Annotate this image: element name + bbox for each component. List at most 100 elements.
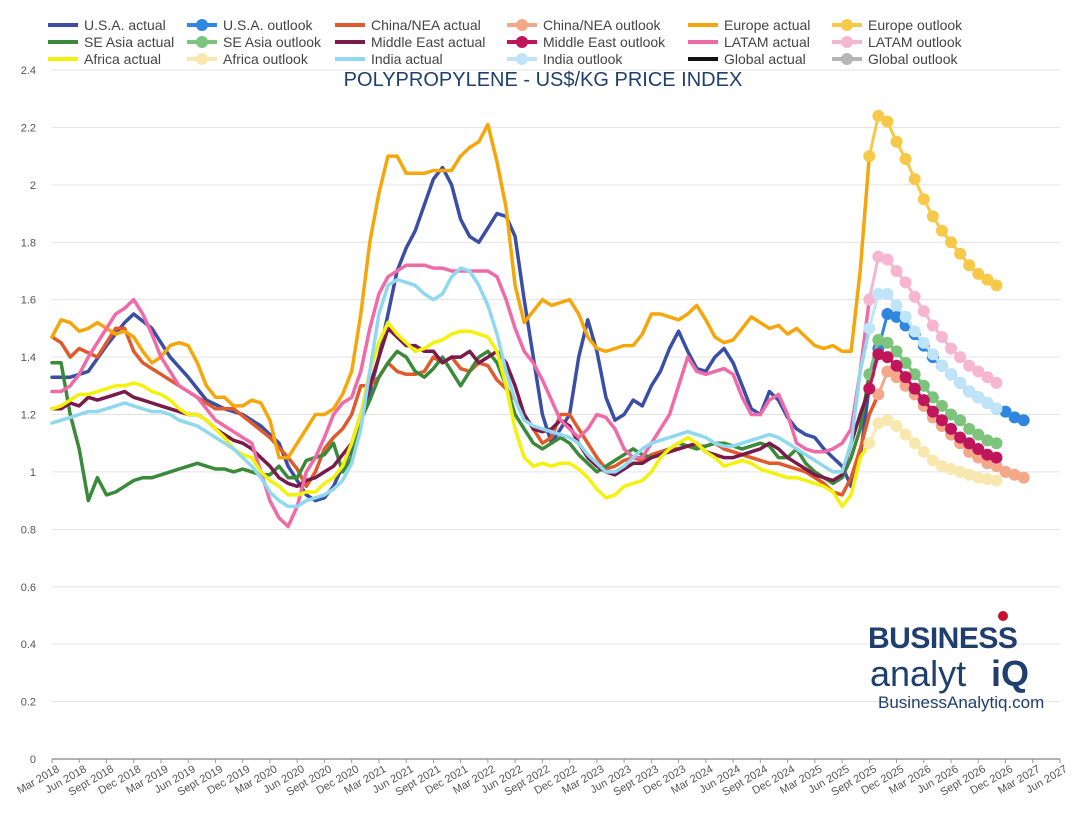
point-india-outlook bbox=[954, 376, 967, 389]
point-europe-outlook bbox=[917, 193, 930, 206]
point-middle-east-outlook bbox=[935, 414, 948, 427]
point-europe-outlook bbox=[972, 267, 985, 280]
point-latam-outlook bbox=[945, 342, 958, 355]
legend-swatch-marker bbox=[196, 36, 208, 48]
point-middle-east-outlook bbox=[908, 382, 921, 395]
point-china-nea-outlook bbox=[990, 460, 1003, 473]
brand-line2: analyt bbox=[870, 653, 966, 694]
point-u-s-a-outlook bbox=[999, 405, 1012, 418]
point-latam-outlook bbox=[935, 330, 948, 343]
point-middle-east-outlook bbox=[899, 371, 912, 384]
point-europe-outlook bbox=[945, 236, 958, 249]
legend-item-latam-outlook[interactable]: LATAM outlook bbox=[832, 34, 963, 50]
point-latam-outlook bbox=[872, 250, 885, 263]
series-line-latam-actual bbox=[50, 263, 872, 529]
legend-swatch-marker bbox=[841, 19, 853, 31]
point-china-nea-outlook bbox=[999, 465, 1012, 478]
legend-label: Europe outlook bbox=[868, 17, 963, 33]
y-tick-label: 1.4 bbox=[21, 352, 36, 364]
legend-item-latam-actual[interactable]: LATAM actual bbox=[688, 34, 810, 50]
series-layer bbox=[50, 109, 1030, 529]
legend-label: U.S.A. actual bbox=[84, 17, 166, 33]
point-se-asia-outlook bbox=[981, 434, 994, 447]
point-middle-east-outlook bbox=[954, 431, 967, 444]
point-africa-outlook bbox=[890, 419, 903, 432]
y-tick-label: 0.6 bbox=[21, 582, 36, 594]
legend-label: SE Asia outlook bbox=[223, 34, 322, 50]
point-europe-outlook bbox=[963, 259, 976, 272]
legend-item-u-s-a-actual[interactable]: U.S.A. actual bbox=[48, 17, 166, 33]
legend-item-africa-outlook[interactable]: Africa outlook bbox=[187, 51, 309, 67]
point-middle-east-outlook bbox=[945, 422, 958, 435]
point-china-nea-outlook bbox=[981, 457, 994, 470]
point-latam-outlook bbox=[863, 293, 876, 306]
point-india-outlook bbox=[935, 359, 948, 372]
point-china-nea-outlook bbox=[1008, 468, 1021, 481]
point-africa-outlook bbox=[954, 465, 967, 478]
legend-swatch-marker bbox=[516, 19, 528, 31]
point-se-asia-outlook bbox=[990, 437, 1003, 450]
legend-item-china-nea-actual[interactable]: China/NEA actual bbox=[335, 17, 481, 33]
point-middle-east-outlook bbox=[926, 405, 939, 418]
point-middle-east-outlook bbox=[981, 448, 994, 461]
legend-item-se-asia-actual[interactable]: SE Asia actual bbox=[48, 34, 174, 50]
point-europe-outlook bbox=[899, 152, 912, 165]
point-india-outlook bbox=[908, 325, 921, 338]
point-middle-east-outlook bbox=[972, 442, 985, 455]
legend-item-global-outlook[interactable]: Global outlook bbox=[832, 51, 959, 67]
point-china-nea-outlook bbox=[963, 445, 976, 458]
legend-item-china-nea-outlook[interactable]: China/NEA outlook bbox=[507, 17, 662, 33]
point-india-outlook bbox=[972, 391, 985, 404]
point-africa-outlook bbox=[899, 428, 912, 441]
legend-label: U.S.A. outlook bbox=[223, 17, 313, 33]
point-africa-outlook bbox=[963, 468, 976, 481]
legend-swatch-marker bbox=[841, 36, 853, 48]
legend-label: SE Asia actual bbox=[84, 34, 174, 50]
y-tick-label: 0 bbox=[30, 754, 36, 766]
y-tick-label: 1.8 bbox=[21, 237, 36, 249]
legend-item-u-s-a-outlook[interactable]: U.S.A. outlook bbox=[187, 17, 313, 33]
point-india-outlook bbox=[881, 287, 894, 300]
brand-line1: BUSINESS bbox=[868, 622, 1017, 655]
point-africa-outlook bbox=[926, 454, 939, 467]
y-tick-label: 2 bbox=[30, 180, 36, 192]
legend-item-europe-actual[interactable]: Europe actual bbox=[688, 17, 810, 33]
point-europe-outlook bbox=[990, 279, 1003, 292]
point-europe-outlook bbox=[926, 210, 939, 223]
legend-swatch-marker bbox=[196, 53, 208, 65]
y-tick-label: 1.2 bbox=[21, 410, 36, 422]
legend-item-africa-actual[interactable]: Africa actual bbox=[48, 51, 161, 67]
point-latam-outlook bbox=[954, 351, 967, 364]
point-se-asia-outlook bbox=[899, 356, 912, 369]
point-se-asia-outlook bbox=[890, 345, 903, 358]
legend-item-middle-east-outlook[interactable]: Middle East outlook bbox=[507, 34, 666, 50]
point-se-asia-outlook bbox=[926, 391, 939, 404]
legend-label: LATAM outlook bbox=[868, 34, 963, 50]
y-tick-label: 1 bbox=[30, 467, 36, 479]
point-middle-east-outlook bbox=[881, 351, 894, 364]
legend-item-india-outlook[interactable]: India outlook bbox=[507, 51, 623, 67]
point-europe-outlook bbox=[863, 150, 876, 163]
legend-item-middle-east-actual[interactable]: Middle East actual bbox=[335, 34, 485, 50]
point-latam-outlook bbox=[926, 319, 939, 332]
point-africa-outlook bbox=[917, 445, 930, 458]
legend-item-india-actual[interactable]: India actual bbox=[335, 51, 443, 67]
point-india-outlook bbox=[917, 336, 930, 349]
point-africa-outlook bbox=[881, 414, 894, 427]
legend-item-global-actual[interactable]: Global actual bbox=[688, 51, 806, 67]
point-se-asia-outlook bbox=[963, 422, 976, 435]
point-africa-outlook bbox=[981, 473, 994, 486]
point-china-nea-outlook bbox=[972, 451, 985, 464]
point-latam-outlook bbox=[917, 305, 930, 318]
point-africa-outlook bbox=[945, 463, 958, 476]
point-se-asia-outlook bbox=[917, 379, 930, 392]
series-line-china-nea-actual bbox=[50, 326, 881, 497]
point-se-asia-outlook bbox=[935, 399, 948, 412]
legend-item-europe-outlook[interactable]: Europe outlook bbox=[832, 17, 963, 33]
series-line-africa-actual bbox=[50, 320, 872, 509]
point-africa-outlook bbox=[972, 471, 985, 484]
point-africa-outlook bbox=[990, 474, 1003, 487]
legend-item-se-asia-outlook[interactable]: SE Asia outlook bbox=[187, 34, 322, 50]
point-europe-outlook bbox=[881, 115, 894, 128]
